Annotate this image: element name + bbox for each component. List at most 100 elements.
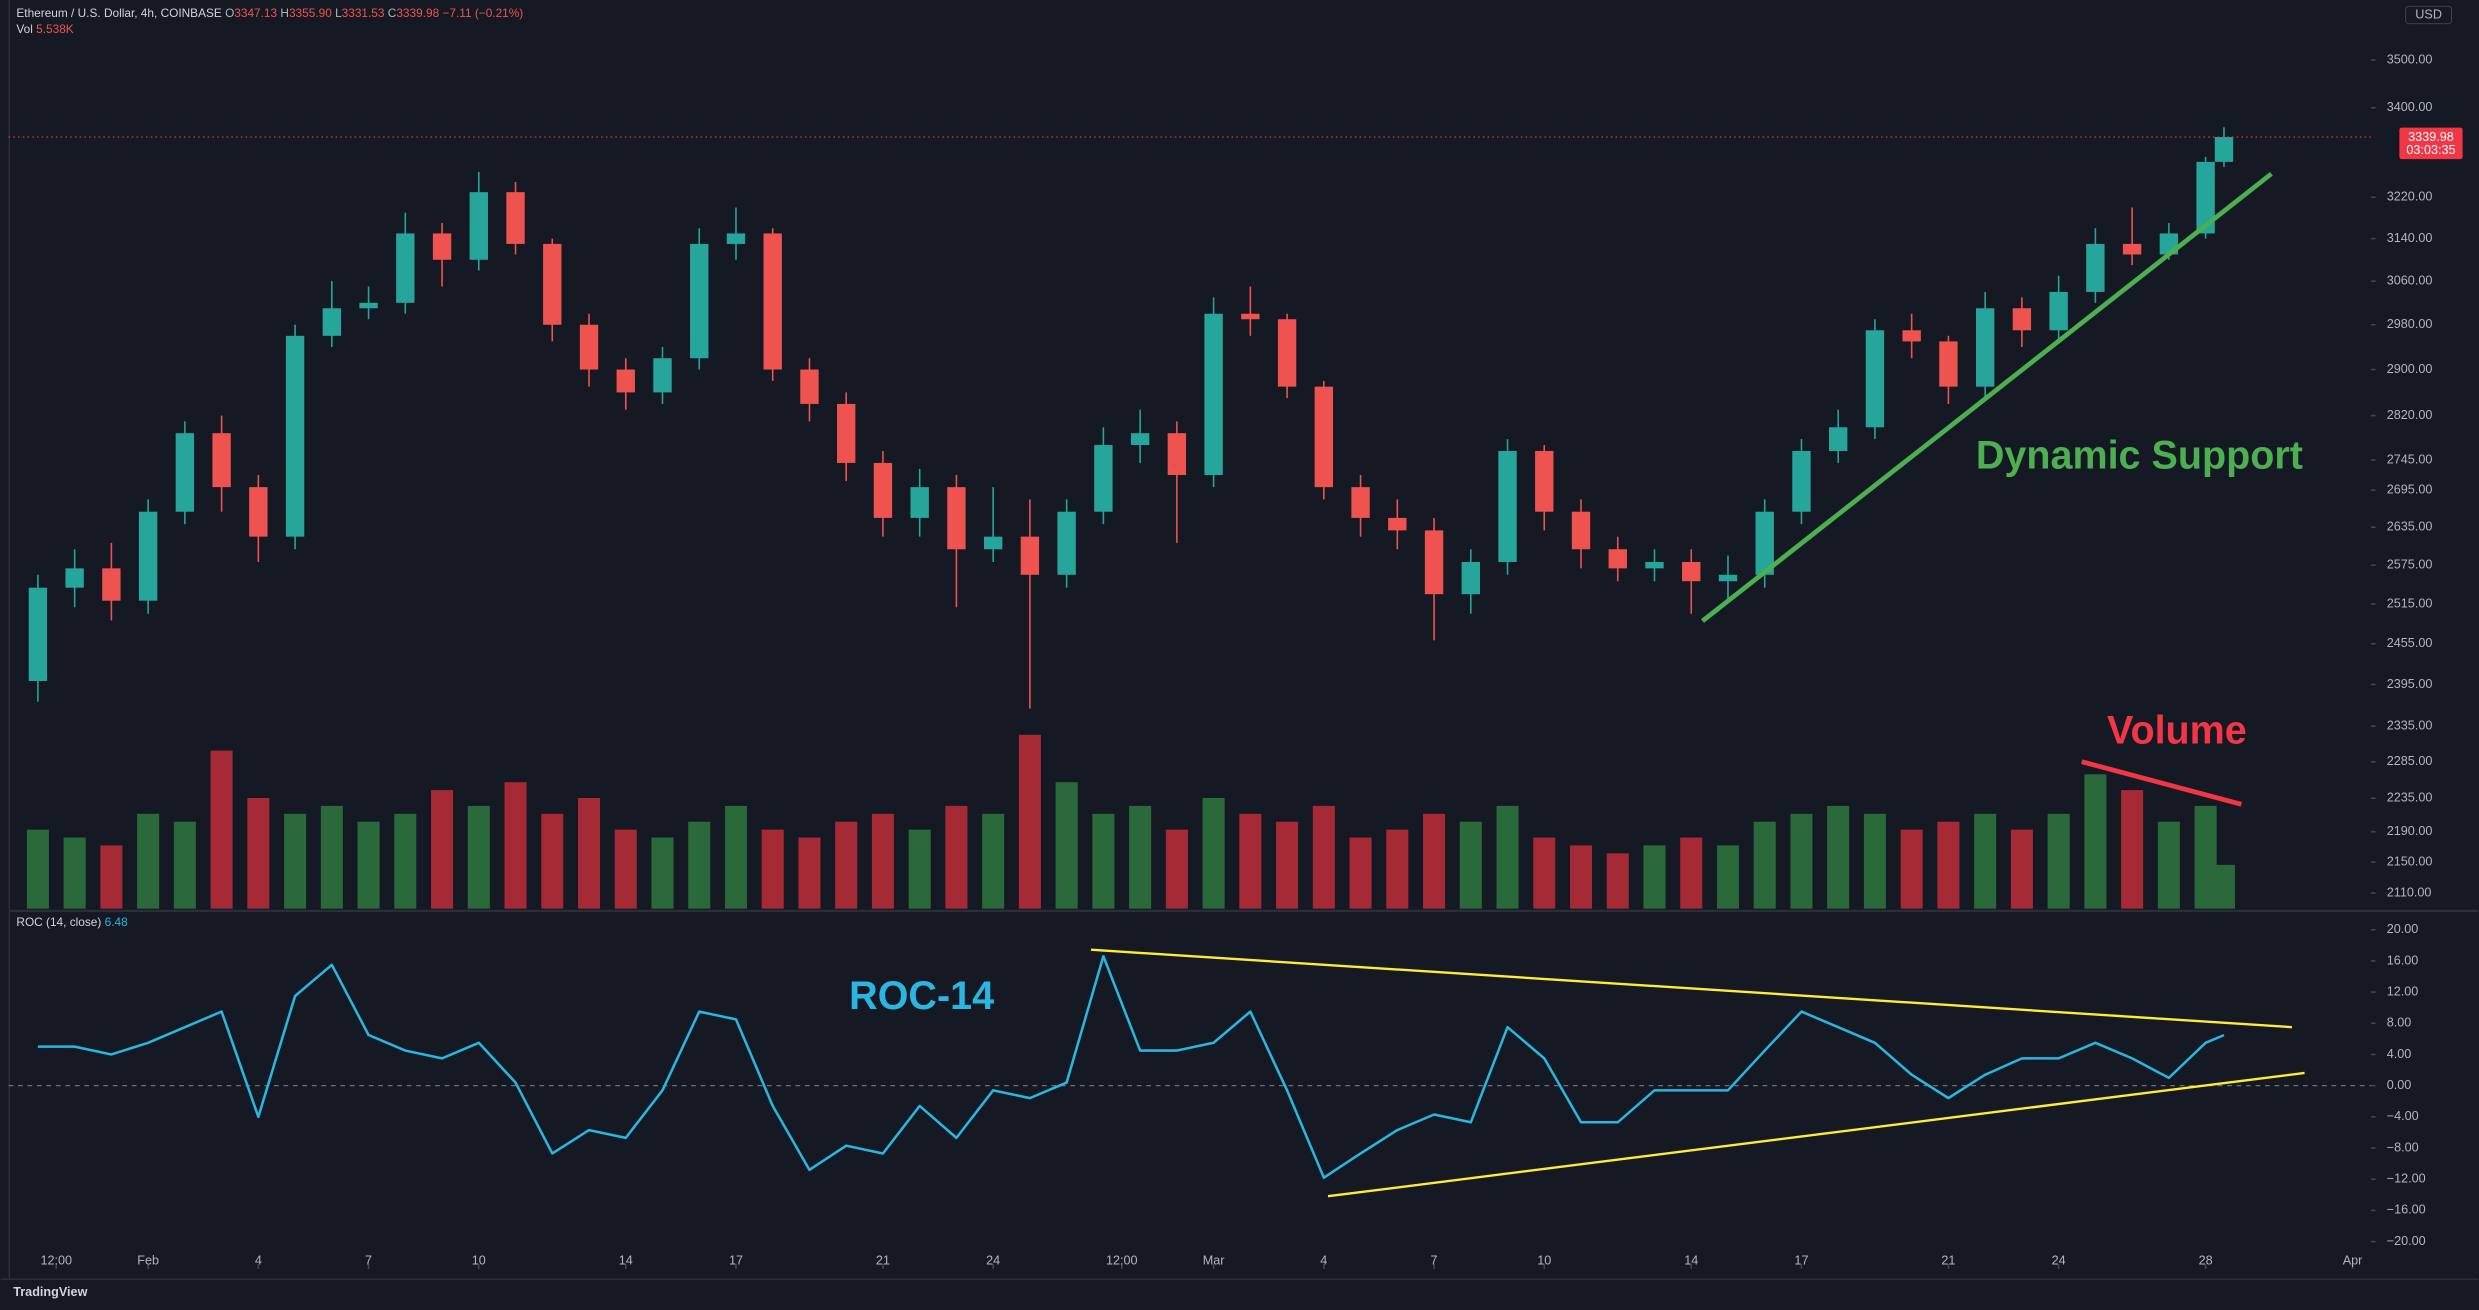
y-tick-label: 3400.00	[2387, 100, 2433, 114]
volume-bar	[1312, 805, 1335, 909]
y-tick-label: 3500.00	[2387, 52, 2433, 66]
candle-body	[1571, 511, 1591, 550]
candle-body	[65, 568, 84, 588]
y-tick-label: 2635.00	[2387, 520, 2433, 534]
volume-bar	[1753, 821, 1776, 909]
volume-bar	[1459, 821, 1482, 909]
roc-line	[37, 954, 2225, 1179]
candle-body	[690, 243, 709, 359]
y-tick-label: 3140.00	[2387, 231, 2433, 245]
ohlc-value: 3355.90	[289, 6, 332, 20]
y-tick-label: −20.00	[2387, 1234, 2426, 1248]
x-tick-label: 21	[1941, 1253, 1955, 1267]
volume-bar	[173, 821, 196, 909]
volume-bar	[1165, 829, 1188, 909]
candle-body	[469, 192, 488, 260]
y-tick-label: 12.00	[2387, 984, 2419, 998]
x-tick-label: 24	[2052, 1253, 2066, 1267]
currency-box[interactable]	[2405, 5, 2453, 25]
volume-bar	[284, 813, 307, 909]
y-tick-label: 3060.00	[2387, 273, 2433, 287]
candle-body	[322, 308, 342, 336]
y-tick-label: −12.00	[2387, 1172, 2426, 1186]
volume-bar	[798, 837, 821, 909]
candle-body	[1351, 487, 1370, 518]
volume-bar	[2084, 774, 2107, 909]
volume-bar	[1900, 829, 1923, 909]
candle-body	[249, 487, 268, 537]
y-tick-label: 2335.00	[2387, 719, 2433, 733]
volume-bar	[614, 829, 637, 909]
y-tick-label: 2395.00	[2387, 677, 2433, 691]
y-tick-label: 3220.00	[2387, 190, 2433, 204]
volume-bar	[1055, 782, 1078, 909]
volume-bar	[1202, 798, 1225, 909]
candle-body	[800, 369, 819, 404]
candle-body	[432, 233, 452, 260]
y-tick-label: 2980.00	[2387, 317, 2433, 331]
candle-body	[1498, 450, 1517, 562]
candle-body	[1902, 330, 1921, 342]
candle-body	[837, 403, 856, 463]
candle-body	[1204, 313, 1223, 475]
y-tick-label: 4.00	[2387, 1047, 2412, 1061]
volume-trend-line	[2081, 759, 2242, 807]
countdown: 03:03:35	[2406, 143, 2455, 157]
brand[interactable]: TradingView	[13, 1285, 87, 1299]
candle-body	[983, 536, 1003, 550]
y-tick-label: 2150.00	[2387, 854, 2433, 868]
ohlc-value: 3339.98	[396, 6, 439, 20]
volume-bar	[210, 750, 233, 909]
volume-bar	[908, 829, 931, 909]
volume-bar	[1496, 805, 1519, 909]
candle-body	[726, 233, 746, 244]
y-tick-label: 2515.00	[2387, 596, 2433, 610]
volume-bar	[63, 837, 86, 909]
currency[interactable]: USD	[2415, 7, 2442, 21]
candle-body	[1755, 511, 1774, 575]
volume-bar	[247, 798, 270, 909]
ohlc-value: 3331.53	[342, 6, 385, 20]
symbol: Ethereum / U.S. Dollar, 4h, COINBASE	[16, 6, 221, 20]
volume-bar	[1643, 845, 1666, 909]
y-tick-label: −8.00	[2387, 1140, 2419, 1154]
x-tick-label: 14	[1684, 1253, 1698, 1267]
volume-bar	[1937, 821, 1960, 909]
candle-body	[212, 433, 231, 488]
candle-body	[1535, 450, 1554, 512]
volume-bar	[835, 821, 858, 909]
y-tick-label: 2190.00	[2387, 824, 2433, 838]
ohlc-label: H	[280, 6, 289, 20]
candle-body	[763, 233, 782, 370]
volume-bar	[100, 845, 123, 909]
candle-body	[1277, 319, 1297, 387]
candle-body	[1057, 511, 1076, 575]
candle-body	[285, 335, 305, 537]
candle-body	[1461, 561, 1480, 595]
candle-body	[1130, 433, 1150, 446]
volume-value: 5.538K	[36, 22, 74, 36]
volume-bar	[467, 805, 490, 909]
volume-bar	[2047, 813, 2070, 909]
roc-upper-trendline	[1090, 948, 2293, 1029]
candle-body	[396, 233, 415, 303]
volume-bar	[871, 813, 894, 909]
x-tick-label: 21	[876, 1253, 890, 1267]
volume-bar	[1827, 805, 1850, 909]
candle-body	[1718, 574, 1738, 582]
candle-body	[28, 587, 48, 681]
y-tick-label: 2235.00	[2387, 791, 2433, 805]
roc-title: ROC (14, close)	[16, 915, 101, 929]
candle-body	[1388, 517, 1407, 531]
candle-body	[1314, 386, 1334, 488]
volume-bar	[1386, 829, 1409, 909]
volume-bar	[1680, 837, 1703, 909]
candle-body	[1167, 433, 1187, 475]
candle-body	[1608, 549, 1627, 569]
y-tick-label: 0.00	[2387, 1078, 2412, 1092]
x-tick-label: 10	[472, 1253, 486, 1267]
candle-body	[2049, 291, 2068, 331]
volume-bar	[1606, 853, 1629, 909]
